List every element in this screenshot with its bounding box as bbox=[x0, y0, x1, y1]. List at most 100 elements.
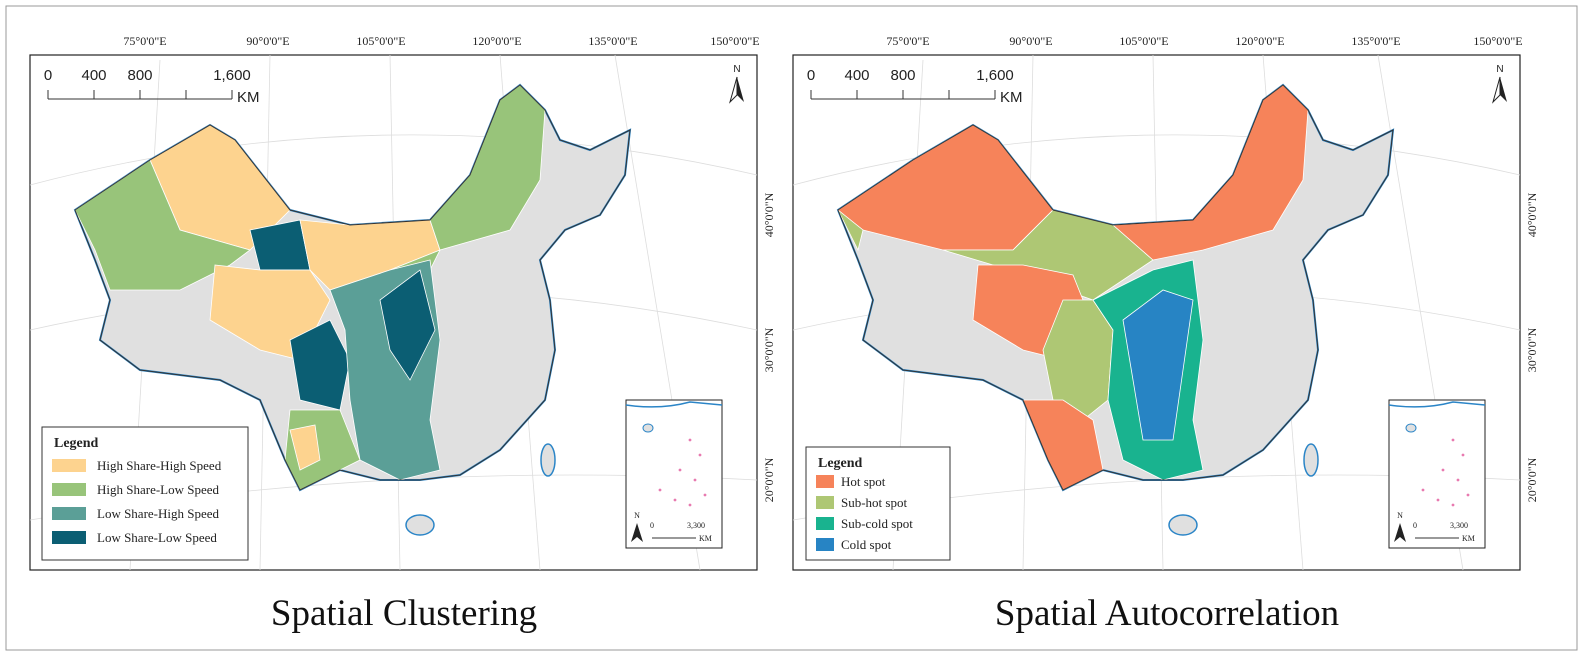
latitude-label: 40°0'0"N bbox=[762, 192, 776, 237]
inset-scale-label: 0 bbox=[650, 521, 654, 530]
country-border bbox=[74, 84, 631, 491]
region bbox=[379, 269, 436, 381]
longitude-label: 105°0'0"E bbox=[1119, 34, 1168, 48]
graticule-line bbox=[29, 134, 758, 186]
legend-swatch bbox=[52, 483, 86, 496]
caption: Spatial Autocorrelation bbox=[995, 593, 1339, 634]
latitude-label: 20°0'0"N bbox=[1525, 457, 1539, 502]
inset-north: N bbox=[634, 511, 640, 520]
longitude-label: 75°0'0"E bbox=[886, 34, 929, 48]
scale-label: 1,600 bbox=[213, 67, 251, 84]
scale-label: 0 bbox=[44, 67, 52, 84]
inset-dot bbox=[698, 453, 702, 457]
legend-label: High Share-Low Speed bbox=[97, 482, 220, 497]
inset-scale-label: 3,300 bbox=[687, 521, 705, 530]
inset-dot bbox=[1436, 498, 1440, 502]
inset-scale-unit: KM bbox=[1462, 534, 1475, 543]
legend-label: Cold spot bbox=[841, 537, 892, 552]
inset-island bbox=[642, 423, 654, 433]
inset-arrow bbox=[1394, 523, 1406, 542]
longitude-label: 150°0'0"E bbox=[1473, 34, 1522, 48]
legend-title: Legend bbox=[54, 436, 99, 451]
inset-north: N bbox=[1397, 511, 1403, 520]
legend-label: Sub-cold spot bbox=[841, 516, 913, 531]
region bbox=[1122, 289, 1194, 441]
legend-swatch bbox=[52, 459, 86, 472]
graticule-line bbox=[792, 134, 1521, 186]
island bbox=[540, 443, 556, 477]
scale-label: 800 bbox=[890, 67, 915, 84]
latitude-label: 40°0'0"N bbox=[1525, 192, 1539, 237]
country-border bbox=[837, 84, 1394, 491]
inset-coast bbox=[1388, 401, 1486, 408]
latitude-label: 30°0'0"N bbox=[762, 327, 776, 372]
scale-label: 1,600 bbox=[976, 67, 1014, 84]
longitude-label: 120°0'0"E bbox=[472, 34, 521, 48]
latitude-label: 30°0'0"N bbox=[1525, 327, 1539, 372]
inset-dot bbox=[688, 503, 692, 507]
region bbox=[289, 424, 321, 471]
inset-dot bbox=[1451, 503, 1455, 507]
map-panel: 75°0'0"E 90°0'0"E 105°0'0"E 120°0'0"E 135°0'… bbox=[792, 34, 1539, 634]
legend-swatch bbox=[52, 531, 86, 544]
north-arrow bbox=[1500, 77, 1507, 102]
longitude-label: 135°0'0"E bbox=[588, 34, 637, 48]
longitude-label: 90°0'0"E bbox=[1009, 34, 1052, 48]
north-arrow bbox=[737, 77, 744, 102]
inset-dot bbox=[1466, 493, 1470, 497]
legend-label: Low Share-Low Speed bbox=[97, 530, 217, 545]
inset-frame bbox=[625, 399, 723, 549]
island bbox=[1168, 514, 1198, 536]
inset-frame bbox=[1388, 399, 1486, 549]
inset-dot bbox=[1456, 478, 1460, 482]
inset-dot bbox=[658, 488, 662, 492]
inset-island bbox=[1405, 423, 1417, 433]
inset-dot bbox=[693, 478, 697, 482]
latitude-label: 20°0'0"N bbox=[762, 457, 776, 502]
scale-label: 400 bbox=[81, 67, 106, 84]
longitude-label: 150°0'0"E bbox=[710, 34, 759, 48]
legend-swatch bbox=[816, 475, 834, 488]
inset-dot bbox=[703, 493, 707, 497]
legend-title: Legend bbox=[818, 456, 863, 471]
caption: Spatial Clustering bbox=[271, 593, 537, 634]
legend-label: High Share-High Speed bbox=[97, 458, 222, 473]
scale-label: 0 bbox=[807, 67, 815, 84]
legend-swatch bbox=[52, 507, 86, 520]
legend-swatch bbox=[816, 538, 834, 551]
map-panel: 75°0'0"E 90°0'0"E 105°0'0"E 120°0'0"E 135°0'… bbox=[29, 34, 776, 634]
inset-dot bbox=[673, 498, 677, 502]
north-label: N bbox=[1496, 64, 1503, 75]
longitude-label: 105°0'0"E bbox=[356, 34, 405, 48]
inset-dot bbox=[1421, 488, 1425, 492]
north-label: N bbox=[733, 64, 740, 75]
scale-unit: KM bbox=[237, 89, 260, 106]
scale-unit: KM bbox=[1000, 89, 1023, 106]
inset-dot bbox=[1451, 438, 1455, 442]
legend-label: Sub-hot spot bbox=[841, 495, 907, 510]
inset-scale-label: 0 bbox=[1413, 521, 1417, 530]
inset-scale-label: 3,300 bbox=[1450, 521, 1468, 530]
legend-label: Low Share-High Speed bbox=[97, 506, 220, 521]
region bbox=[837, 209, 864, 252]
inset-scale-unit: KM bbox=[699, 534, 712, 543]
legend-swatch bbox=[816, 517, 834, 530]
longitude-label: 75°0'0"E bbox=[123, 34, 166, 48]
inset-dot bbox=[1461, 453, 1465, 457]
inset-dot bbox=[678, 468, 682, 472]
region bbox=[74, 159, 251, 291]
legend-swatch bbox=[816, 496, 834, 509]
inset-dot bbox=[1441, 468, 1445, 472]
inset-arrow bbox=[631, 523, 643, 542]
island bbox=[405, 514, 435, 536]
longitude-label: 120°0'0"E bbox=[1235, 34, 1284, 48]
island bbox=[1303, 443, 1319, 477]
inset-coast bbox=[625, 401, 723, 408]
scale-label: 800 bbox=[127, 67, 152, 84]
region bbox=[289, 319, 351, 411]
legend-label: Hot spot bbox=[841, 474, 886, 489]
longitude-label: 135°0'0"E bbox=[1351, 34, 1400, 48]
longitude-label: 90°0'0"E bbox=[246, 34, 289, 48]
